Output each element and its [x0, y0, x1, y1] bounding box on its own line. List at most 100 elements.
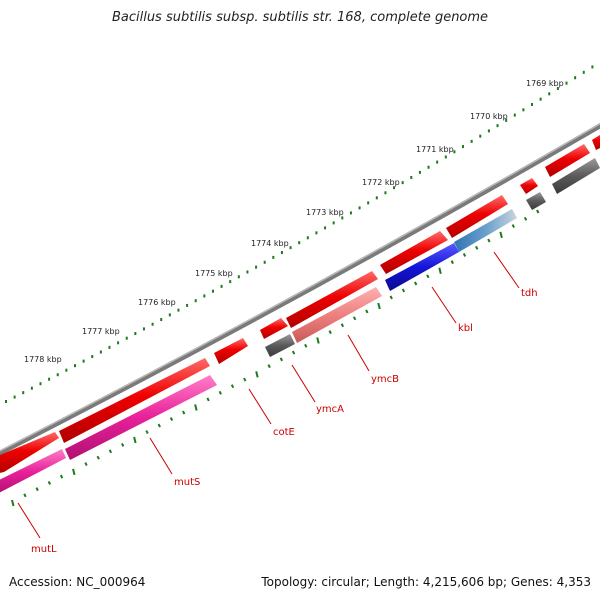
major-tick: [438, 267, 442, 274]
cds-feature[interactable]: [545, 144, 590, 177]
gene-label-ymcB[interactable]: ymcB: [371, 374, 399, 385]
ruler-tick: [186, 303, 189, 307]
ruler-tick: [496, 124, 499, 128]
ruler-tick: [56, 373, 59, 377]
ruler-tick: [513, 113, 516, 117]
cds-feature[interactable]: [520, 178, 538, 194]
tick-label: 1773 kbp: [306, 208, 344, 217]
tick-label: 1769 kbp: [526, 79, 564, 88]
gene-label-mutL[interactable]: mutL: [31, 544, 57, 555]
minor-tick: [328, 330, 332, 335]
major-tick: [255, 371, 259, 378]
ruler-tick: [151, 322, 154, 326]
cds-feature[interactable]: [552, 158, 600, 194]
forward-strand-features: [0, 131, 600, 474]
ruler-tick: [39, 382, 42, 386]
ruler-tick: [332, 221, 335, 225]
ruler-tick: [220, 284, 223, 288]
gene-leader-line: [248, 388, 272, 425]
cds-feature[interactable]: [260, 318, 288, 339]
ruler-tick: [470, 139, 473, 143]
ruler-tick: [298, 241, 301, 245]
gene-leader-line: [431, 286, 457, 324]
minor-tick: [218, 390, 222, 395]
cds-feature[interactable]: [380, 231, 448, 274]
gene-leader-line: [149, 437, 173, 475]
major-tick: [72, 468, 76, 476]
gene-leader-line: [291, 364, 316, 403]
cds-feature[interactable]: [0, 432, 59, 474]
ruler-tick: [48, 377, 51, 381]
gene-label-kbl[interactable]: kbl: [458, 323, 473, 334]
gene-tdh-bar[interactable]: [454, 209, 517, 252]
ruler-tick: [272, 255, 275, 259]
ruler-tick: [73, 364, 76, 368]
cds-feature[interactable]: [526, 192, 546, 210]
gene-mutL-bar[interactable]: [0, 449, 66, 495]
ruler-tick: [367, 201, 370, 205]
gene-leader-line: [347, 334, 370, 372]
gene-label-cotE[interactable]: cotE: [273, 427, 295, 438]
ruler-tick: [393, 186, 396, 190]
ruler-tick: [444, 155, 447, 159]
minor-tick: [47, 480, 52, 485]
ruler-tick: [125, 336, 128, 340]
cds-feature[interactable]: [286, 271, 378, 328]
ruler-tick: [582, 70, 585, 74]
minor-tick: [59, 474, 64, 479]
minor-tick: [96, 455, 100, 460]
minor-tick: [426, 274, 430, 279]
major-tick: [133, 436, 137, 444]
ruler-tick: [315, 231, 318, 235]
ruler-tick: [522, 108, 525, 112]
minor-tick: [291, 350, 296, 355]
minor-tick: [279, 357, 283, 362]
ruler-tick: [160, 318, 163, 322]
genome-backbone-highlight: [0, 122, 600, 452]
minor-tick: [206, 397, 210, 402]
tick-label: 1778 kbp: [24, 355, 62, 364]
ruler-tick: [574, 76, 577, 80]
ruler-tick: [117, 341, 120, 345]
ruler-tick: [427, 165, 430, 169]
ruler-tick: [246, 270, 249, 274]
ruler-tick: [22, 391, 25, 395]
minor-tick: [120, 442, 125, 447]
ruler-tick: [410, 176, 413, 180]
gene-label-ymcA[interactable]: ymcA: [316, 404, 344, 415]
cds-feature[interactable]: [214, 338, 248, 364]
tick-label: 1775 kbp: [195, 269, 233, 278]
gene-kbl-bar[interactable]: [385, 243, 459, 291]
cds-feature[interactable]: [446, 195, 508, 238]
minor-tick: [230, 384, 235, 389]
ruler-tick: [349, 211, 352, 215]
ruler-tick: [306, 236, 309, 240]
ruler-tick: [565, 81, 568, 85]
gene-ymcB-bar[interactable]: [292, 287, 382, 343]
cds-feature[interactable]: [592, 131, 600, 150]
minor-tick: [157, 423, 161, 428]
gene-label-tdh[interactable]: tdh: [521, 288, 538, 299]
ruler-tick: [203, 294, 206, 298]
ruler-tick: [324, 226, 327, 230]
cds-feature[interactable]: [59, 358, 210, 443]
gene-ymcA-bar[interactable]: [265, 334, 295, 357]
ruler-tick: [237, 275, 240, 279]
ruler-tick: [556, 86, 559, 90]
ruler-tick: [487, 129, 490, 133]
ruler-tick: [91, 355, 94, 359]
minor-tick: [536, 209, 540, 214]
ruler-tick: [142, 327, 145, 331]
major-tick: [377, 302, 381, 310]
minor-tick: [340, 323, 345, 328]
ruler-tick: [134, 332, 137, 336]
tick-label: 1770 kbp: [470, 112, 508, 121]
ruler-tick: [168, 313, 171, 317]
ruler-tick: [548, 92, 551, 96]
ruler-tick: [375, 196, 378, 200]
gene-label-mutS[interactable]: mutS: [174, 477, 200, 488]
minor-tick: [182, 410, 186, 415]
gene-labels: tdh kbl ymcB ymcA cotE mutS mutL: [17, 251, 538, 555]
gene-mutS-bar[interactable]: [65, 375, 217, 460]
